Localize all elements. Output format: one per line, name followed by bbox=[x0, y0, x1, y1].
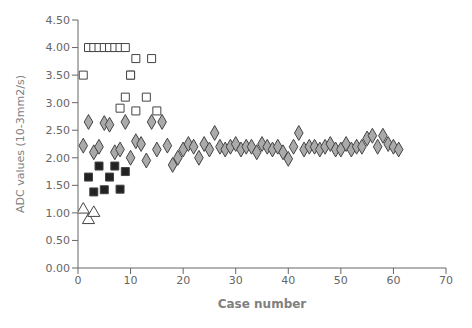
svg-text:Case number: Case number bbox=[218, 297, 307, 311]
svg-text:30: 30 bbox=[229, 274, 243, 287]
svg-text:20: 20 bbox=[176, 274, 190, 287]
svg-text:40: 40 bbox=[281, 274, 295, 287]
svg-text:2.50: 2.50 bbox=[46, 124, 71, 137]
svg-text:50: 50 bbox=[334, 274, 348, 287]
svg-text:2.00: 2.00 bbox=[46, 152, 71, 165]
svg-text:1.00: 1.00 bbox=[46, 207, 71, 220]
svg-text:4.50: 4.50 bbox=[46, 14, 71, 27]
svg-text:ADC values (10-3mm2/s): ADC values (10-3mm2/s) bbox=[14, 75, 27, 213]
svg-text:3.00: 3.00 bbox=[46, 97, 71, 110]
svg-text:10: 10 bbox=[124, 274, 138, 287]
svg-text:0.50: 0.50 bbox=[46, 234, 71, 247]
svg-text:0: 0 bbox=[75, 274, 82, 287]
svg-text:0.00: 0.00 bbox=[46, 262, 71, 275]
svg-text:70: 70 bbox=[439, 274, 453, 287]
svg-text:4.00: 4.00 bbox=[46, 41, 71, 54]
svg-text:3.50: 3.50 bbox=[46, 69, 71, 82]
svg-text:60: 60 bbox=[386, 274, 400, 287]
svg-text:1.50: 1.50 bbox=[46, 179, 71, 192]
